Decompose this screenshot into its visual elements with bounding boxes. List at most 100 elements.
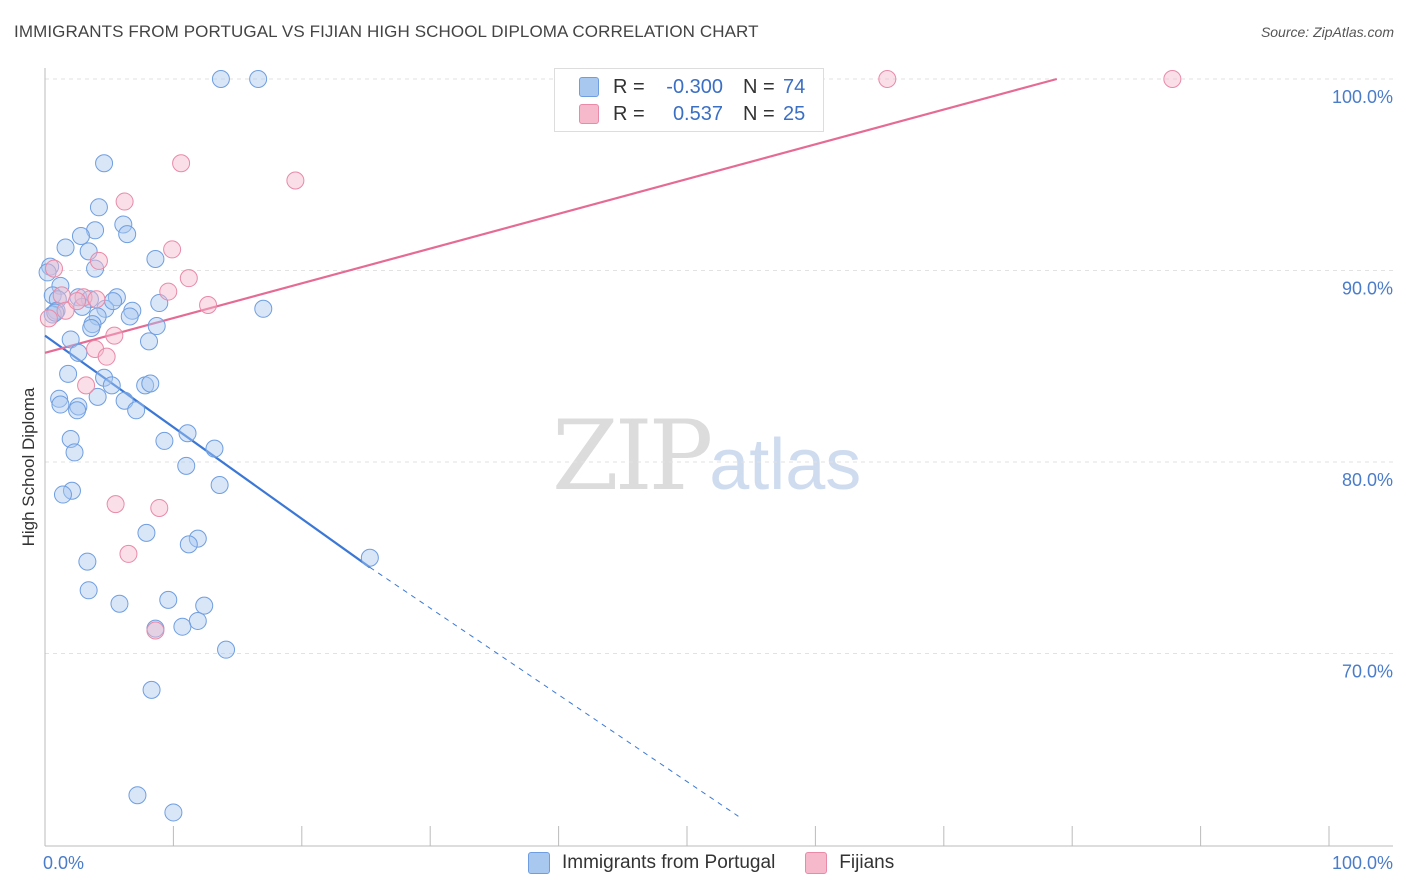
y-tick-label: 100.0% [1332,87,1393,107]
point-portugal [141,374,160,393]
point-portugal [89,198,108,217]
point-fijian [115,192,134,211]
point-portugal [249,70,268,88]
point-portugal [179,535,198,554]
watermark-atlas: atlas [709,425,862,505]
legend-n-label: N = [743,75,775,98]
point-portugal [188,611,207,630]
y-tick-label: 80.0% [1342,470,1393,490]
point-portugal [173,617,192,636]
watermark: ZIPatlas [552,400,861,512]
point-portugal [210,475,229,494]
point-fijian [44,259,63,278]
point-portugal [118,225,137,244]
point-portugal [61,430,80,449]
legend-label: Fijians [839,852,895,873]
axis-labels: 100.0% 90.0% 80.0% 70.0% 0.0% 100.0% High Scho… [19,87,1393,873]
point-portugal [205,439,224,458]
point-portugal [53,485,72,504]
point-portugal [155,431,174,450]
legend-n-value: 74 [783,75,806,98]
x-tick-label: 100.0% [1332,853,1393,873]
legend-row-portugal: R = -0.300 N = 74 [579,74,805,100]
y-tick-label: 90.0% [1342,279,1393,299]
point-fijian [878,70,897,88]
point-portugal [104,292,123,311]
point-fijian [52,286,71,305]
stats-legend: R = -0.300 N = 74 R = 0.537 N = 25 [554,68,824,132]
point-fijian [105,326,124,345]
legend-r-value: 0.537 [672,102,723,125]
legend-swatch-pink [805,852,828,874]
point-fijian [159,282,178,301]
point-portugal [188,529,207,548]
legend-label: Immigrants from Portugal [562,852,776,873]
point-fijian [1163,70,1182,88]
point-portugal [95,368,114,387]
point-fijian [163,240,182,259]
point-portugal [137,523,156,542]
point-portugal [120,307,139,326]
point-fijian [199,295,218,314]
point-fijian [89,251,108,270]
point-portugal [50,389,69,408]
point-portugal [140,332,159,351]
point-portugal [360,548,379,567]
legend-swatch-blue [528,852,550,874]
point-portugal [61,330,80,349]
point-portugal [78,552,97,571]
point-portugal [178,424,197,443]
point-fijian [146,621,165,640]
chart-title: IMMIGRANTS FROM PORTUGAL VS FIJIAN HIGH … [14,22,759,41]
point-portugal [73,297,92,316]
point-portugal [177,456,196,475]
point-portugal [102,376,121,395]
legend-item-portugal: Immigrants from Portugal [528,852,775,874]
legend-r-label: R = [613,75,645,98]
y-tick-label: 70.0% [1342,662,1393,682]
point-fijian [56,301,75,320]
point-portugal [195,596,214,615]
point-portugal [164,803,183,822]
trendline-portugal [44,334,371,569]
watermark-zip: ZIP [552,400,713,512]
point-portugal [159,590,178,609]
point-portugal [71,227,90,246]
point-portugal [146,250,165,269]
series-legend: Immigrants from Portugal Fijians [528,852,924,874]
point-portugal [56,238,75,257]
grid-lines [45,78,1393,654]
point-portugal [128,786,147,805]
point-portugal [96,299,115,318]
point-portugal [62,481,81,500]
point-portugal [51,276,70,295]
point-fijian [286,171,305,190]
point-fijian [172,154,191,173]
legend-r-label: R = [613,102,645,125]
point-fijian [119,544,138,563]
point-fijian [106,495,125,514]
point-fijian [179,269,198,288]
point-portugal [65,443,84,462]
point-portugal [95,154,114,173]
axes [44,68,1393,847]
trendlines [44,77,1058,817]
point-portugal [51,395,70,414]
legend-row-fijians: R = 0.537 N = 25 [579,101,805,127]
legend-item-fijians: Fijians [805,852,894,874]
point-portugal [254,299,273,318]
point-portugal [59,364,78,383]
point-fijian [150,498,169,517]
point-portugal [127,401,146,420]
trendline-fijians [44,77,1058,354]
point-portugal [114,215,133,234]
y-axis-label: High School Diploma [19,387,38,546]
point-portugal [69,343,88,362]
point-portugal [217,640,236,659]
x-tick-label: 0.0% [43,853,84,873]
point-fijian [68,292,87,311]
point-portugal [88,387,107,406]
legend-swatch-pink [579,104,599,124]
point-portugal [147,317,166,336]
